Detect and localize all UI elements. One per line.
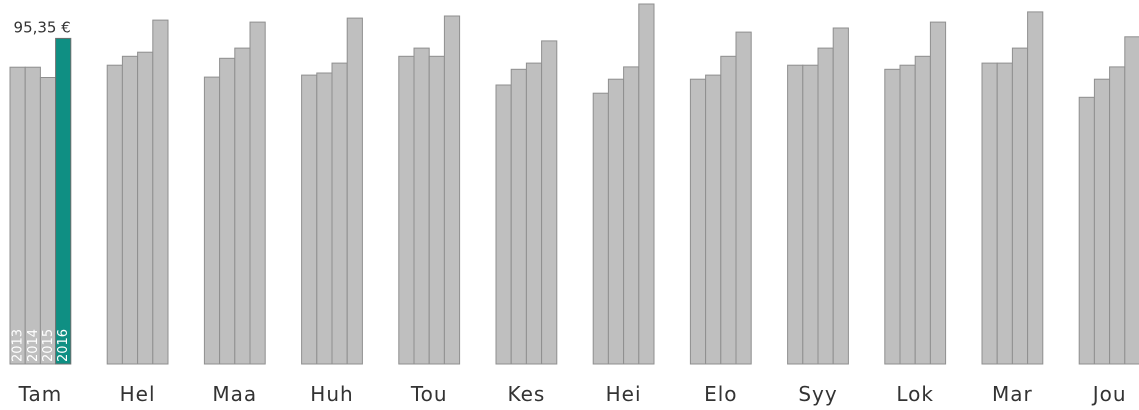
bar-group-syy xyxy=(787,27,849,365)
bar-kes-2013[interactable] xyxy=(495,84,512,365)
bar-hei-2015[interactable] xyxy=(623,66,640,365)
bar-group-lok xyxy=(884,21,947,365)
series-label-2016: 2016 xyxy=(56,329,71,362)
x-tick-label-jou: Jou xyxy=(1091,382,1127,406)
bar-syy-2014[interactable] xyxy=(802,64,819,365)
bar-jou-2015[interactable] xyxy=(1109,66,1126,365)
bar-mar-2016[interactable] xyxy=(1027,11,1044,365)
x-tick-label-hel: Hel xyxy=(120,382,156,406)
bar-hel-2016[interactable] xyxy=(152,19,169,365)
bar-tam-2015[interactable] xyxy=(39,77,57,365)
x-tick-label-elo: Elo xyxy=(704,382,737,406)
highlight-value-label: 95,35 € xyxy=(14,18,71,36)
bar-lok-2014[interactable] xyxy=(899,64,916,365)
bar-tou-2015[interactable] xyxy=(428,55,445,365)
x-tick-label-tou: Tou xyxy=(410,382,448,406)
bar-group-kes xyxy=(495,40,558,365)
bar-group-elo xyxy=(689,31,752,365)
bar-group-jou xyxy=(1078,36,1139,365)
bar-maa-2015[interactable] xyxy=(234,47,251,365)
bar-tou-2016[interactable] xyxy=(443,15,461,365)
x-tick-label-tam: Tam xyxy=(18,382,63,406)
bar-mar-2015[interactable] xyxy=(1011,47,1029,365)
bar-lok-2016[interactable] xyxy=(929,21,947,365)
bar-group-hel xyxy=(106,19,169,365)
bar-hel-2014[interactable] xyxy=(121,55,139,365)
bar-jou-2014[interactable] xyxy=(1093,78,1111,365)
bar-tam-2013[interactable] xyxy=(9,66,26,365)
bar-lok-2013[interactable] xyxy=(884,68,901,365)
bar-tou-2013[interactable] xyxy=(398,55,415,365)
bar-huh-2015[interactable] xyxy=(331,62,348,365)
bar-group-mar xyxy=(981,11,1044,365)
x-tick-label-mar: Mar xyxy=(992,382,1033,406)
bar-maa-2016[interactable] xyxy=(249,21,266,365)
bar-huh-2014[interactable] xyxy=(316,72,333,365)
bar-tou-2014[interactable] xyxy=(413,47,430,365)
bar-kes-2015[interactable] xyxy=(525,62,543,365)
x-tick-label-hei: Hei xyxy=(606,382,642,406)
bar-mar-2014[interactable] xyxy=(996,62,1013,365)
bar-kes-2014[interactable] xyxy=(510,68,527,365)
bar-hei-2016[interactable] xyxy=(638,3,655,365)
series-label-2013: 2013 xyxy=(11,329,26,362)
bar-tam-2014[interactable] xyxy=(24,66,41,365)
bar-elo-2013[interactable] xyxy=(689,78,707,365)
bar-group-maa xyxy=(203,21,266,365)
bar-jou-2013[interactable] xyxy=(1078,96,1095,365)
bar-syy-2015[interactable] xyxy=(817,47,834,365)
bar-group-tam: 2013 2014 2015 2016 xyxy=(9,37,72,365)
series-label-2015: 2015 xyxy=(41,329,56,362)
bar-hei-2014[interactable] xyxy=(607,78,625,365)
bar-syy-2016[interactable] xyxy=(832,27,849,365)
bar-hei-2013[interactable] xyxy=(592,92,609,365)
bar-group-tou xyxy=(398,15,461,365)
x-tick-label-huh: Huh xyxy=(310,382,353,406)
x-tick-label-maa: Maa xyxy=(212,382,257,406)
bar-maa-2014[interactable] xyxy=(219,57,236,365)
x-tick-label-syy: Syy xyxy=(798,382,837,406)
bar-elo-2014[interactable] xyxy=(705,74,722,365)
bar-lok-2015[interactable] xyxy=(914,55,931,365)
bar-syy-2013[interactable] xyxy=(787,64,804,365)
x-tick-label-lok: Lok xyxy=(896,382,934,406)
bar-hel-2015[interactable] xyxy=(137,51,154,365)
bar-tam-2016[interactable] xyxy=(55,37,72,365)
bar-elo-2016[interactable] xyxy=(735,31,752,365)
bar-mar-2013[interactable] xyxy=(981,62,998,365)
bar-huh-2016[interactable] xyxy=(346,17,363,365)
bar-group-huh xyxy=(301,17,363,365)
bar-group-hei xyxy=(592,3,655,365)
bar-hel-2013[interactable] xyxy=(106,64,123,365)
bar-jou-2016[interactable] xyxy=(1124,36,1139,365)
x-tick-label-kes: Kes xyxy=(507,382,545,406)
series-label-2014: 2014 xyxy=(26,329,41,362)
bar-elo-2015[interactable] xyxy=(720,55,737,365)
bar-kes-2016[interactable] xyxy=(541,40,558,365)
bar-huh-2013[interactable] xyxy=(301,74,318,365)
bar-maa-2013[interactable] xyxy=(203,76,221,365)
